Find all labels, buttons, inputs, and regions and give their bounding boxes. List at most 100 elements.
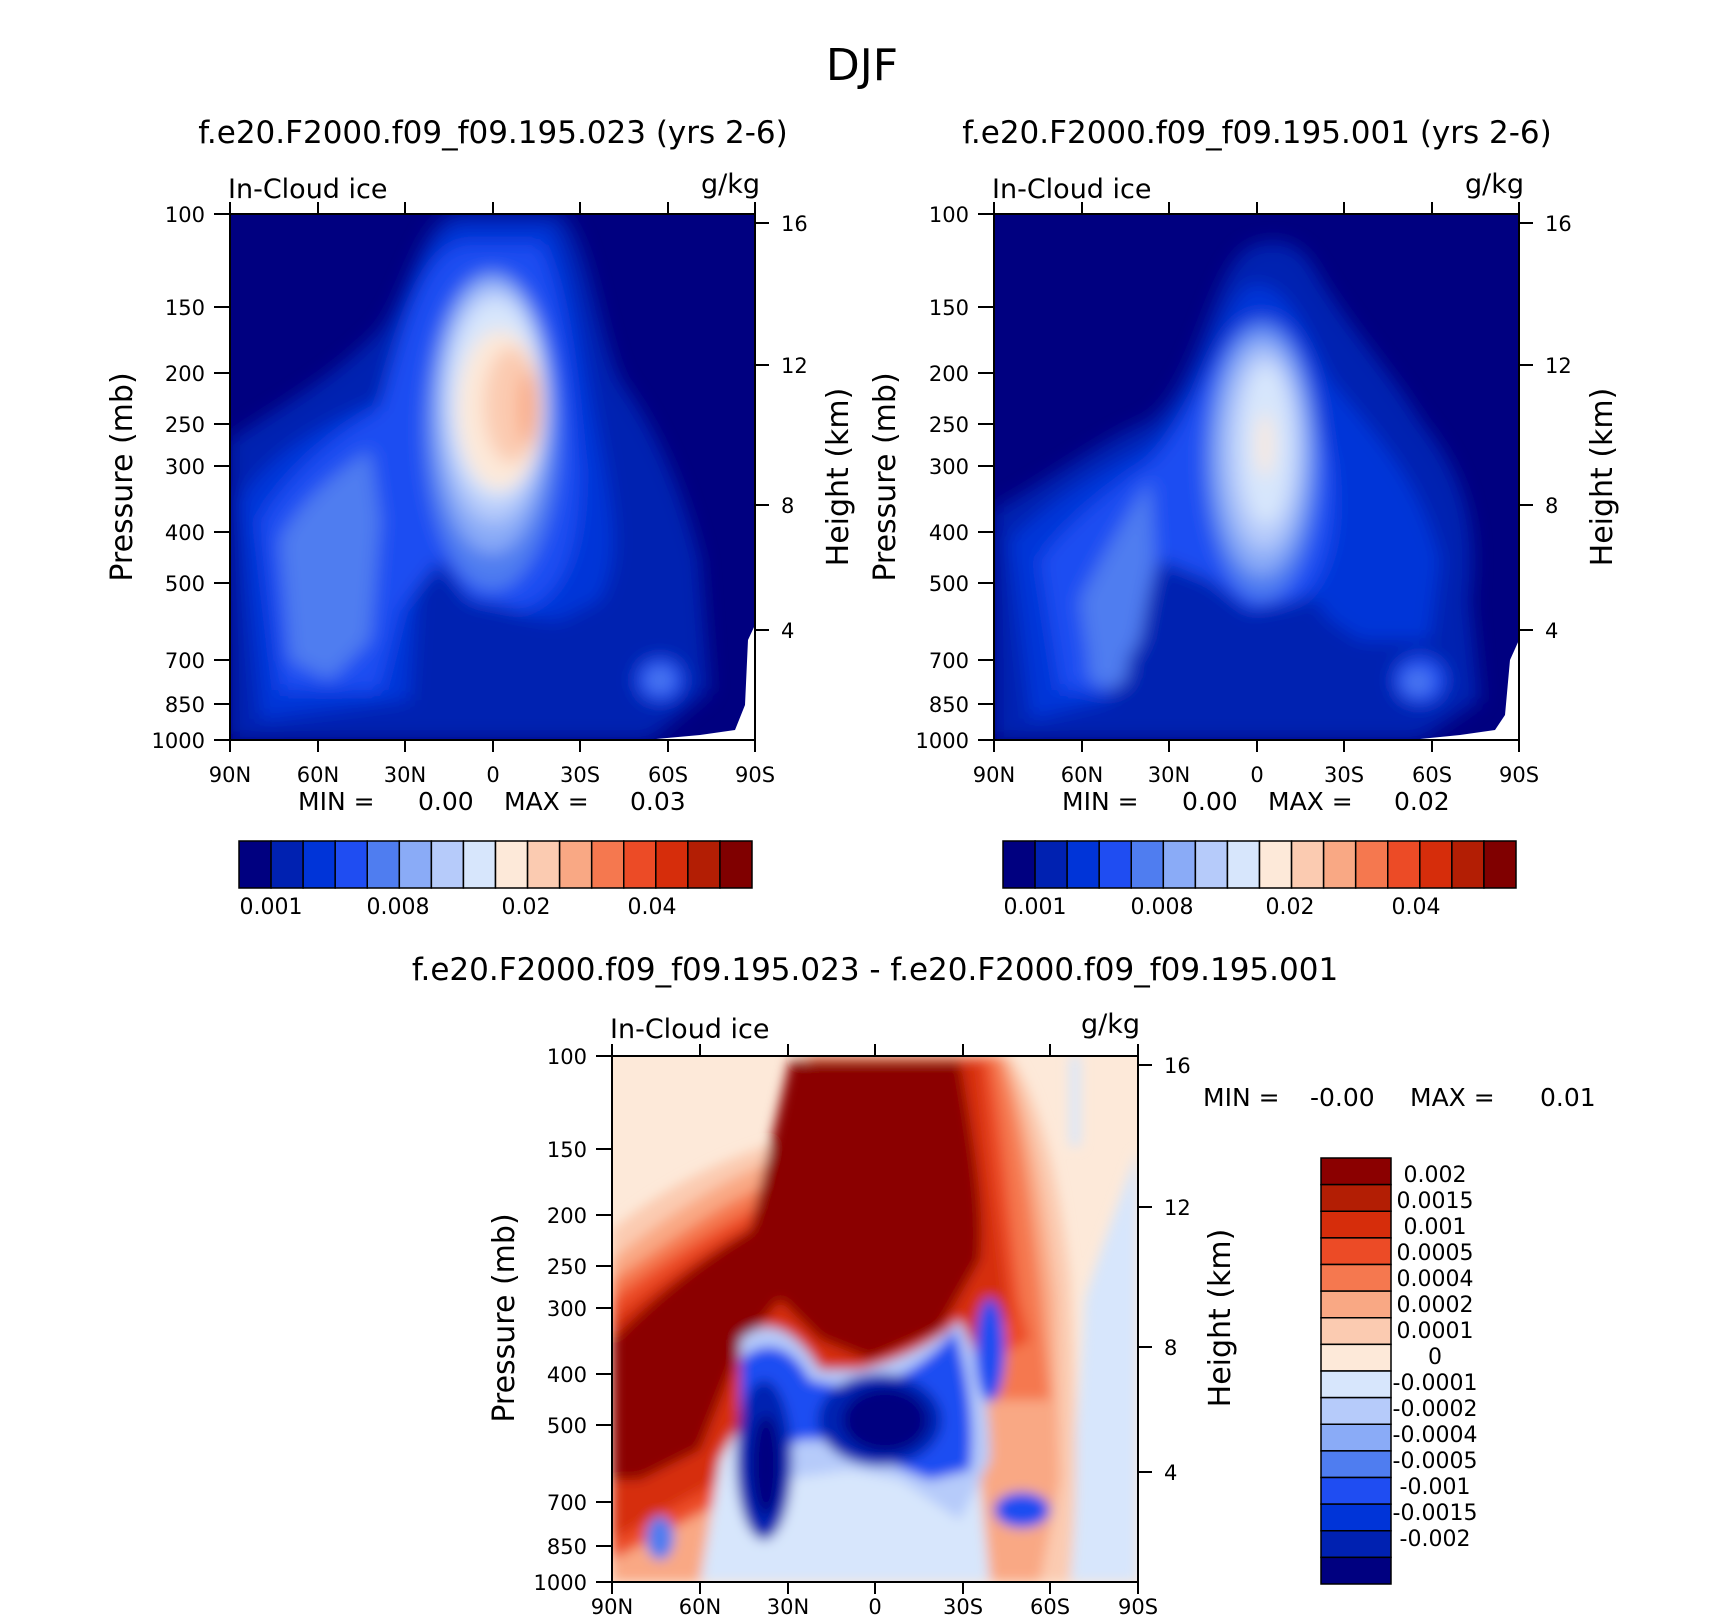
panel-3-colorbar-swatch: [1320, 1423, 1392, 1452]
panel-3-contour-band-13: [843, 1388, 927, 1452]
panel-2-colorbar-swatch: [1162, 840, 1197, 889]
panel-1-colorbar-swatch: [270, 840, 304, 889]
panel-2-max-value: 0.02: [1394, 787, 1450, 816]
panel-3-ytick-label: 100: [547, 1045, 587, 1069]
panel-1-colorbar-swatch: [302, 840, 336, 889]
panel-3-colorbar-label: -0.0002: [1393, 1397, 1478, 1422]
panel-2-ylabel-right: Height (km): [1585, 388, 1620, 567]
panel-1: f.e20.F2000.f09_f09.195.023 (yrs 2-6) In…: [105, 115, 856, 920]
panel-1-colorbar-swatch: [558, 840, 593, 889]
panel-1-ytick-label: 300: [165, 455, 205, 479]
panel-2-colorbar: 0.001 0.008 0.02 0.04: [1002, 840, 1517, 920]
panel-3-min-max: MIN = -0.00 MAX = 0.01: [1203, 1083, 1596, 1112]
panel-1-x-ticks: [229, 202, 756, 752]
panel-3-colorbar-label: 0.0005: [1397, 1241, 1474, 1266]
panel-3-contour-band-light-blue-east: [1060, 1150, 1138, 1582]
panel-2-height-tick-label: 4: [1545, 619, 1558, 643]
panel-1-height-tick-label: 16: [781, 212, 808, 236]
panel-3-contour-band-11: [752, 1415, 780, 1515]
panel-1-ytick-label: 700: [165, 649, 205, 673]
panel-2-colorbar-swatch: [1098, 840, 1132, 889]
panel-1-variable-label: In-Cloud ice: [228, 174, 387, 205]
panel-1-xtick-label: 0: [486, 763, 499, 787]
panel-3-right-tick-labels: 16 12 8 4: [1164, 1054, 1191, 1485]
panel-1-x-tick-labels: 90N 60N 30N 0 30S 60S 90S: [209, 763, 775, 787]
panel-3-contour-band-6: [612, 1060, 982, 1480]
panel-3-colorbar: 0.002 0.0015 0.001 0.0005 0.0004 0.0002 …: [1320, 1157, 1478, 1585]
panel-3-colorbar-label: -0.002: [1400, 1527, 1471, 1552]
panel-1-left-ticks: [214, 213, 230, 741]
panel-3-height-tick-label: 16: [1164, 1054, 1191, 1078]
panel-1-colorbar-swatch: [687, 840, 721, 889]
panel-1-xtick-label: 30S: [560, 763, 600, 787]
panel-2-units-label: g/kg: [1465, 169, 1524, 200]
panel-3-colorbar-swatch: [1320, 1263, 1392, 1292]
panel-3-max-label: MAX =: [1410, 1083, 1495, 1112]
panel-1-colorbar-swatch: [494, 840, 529, 889]
panel-3-xtick-label: 30S: [943, 1595, 983, 1616]
panel-3-title: f.e20.F2000.f09_f09.195.023 - f.e20.F200…: [412, 952, 1338, 988]
panel-2-missing-data: [1410, 640, 1519, 740]
panel-2-colorbar-swatch: [1354, 840, 1389, 889]
panel-2-colorbar-swatch: [1066, 840, 1100, 889]
panel-1-xtick-label: 90N: [209, 763, 251, 787]
panel-2-min-max: MIN = 0.00 MAX = 0.02: [1062, 787, 1450, 816]
panel-1-colorbar-swatch: [526, 840, 561, 889]
panel-3-left-ticks: [596, 1055, 612, 1583]
panel-3-y-tick-labels: 100 150 200 250 300 400 500 700 850 1000: [534, 1045, 587, 1595]
panel-3-contour-band-light-blue-strip: [1070, 1056, 1080, 1146]
panel-2-xtick-label: 60S: [1412, 763, 1452, 787]
panel-2-colorbar-swatch: [1034, 840, 1068, 889]
panel-1-units-label: g/kg: [701, 169, 760, 200]
panel-1-colorbar-swatch: [719, 840, 753, 889]
panel-2-ytick-label: 400: [929, 521, 969, 545]
panel-3-colorbar-swatch: [1320, 1183, 1392, 1212]
panel-3-colorbar-label: 0: [1428, 1345, 1442, 1370]
panel-3-variable-label: In-Cloud ice: [610, 1014, 769, 1045]
panel-1-colorbar-swatch: [590, 840, 625, 889]
panel-2-min-value: 0.00: [1182, 787, 1238, 816]
panel-1-ytick-label: 250: [165, 413, 205, 437]
panel-3-colorbar-label: -0.0005: [1393, 1449, 1478, 1474]
panel-3-colorbar-swatch: [1320, 1290, 1392, 1319]
panel-1-min-max: MIN = 0.00 MAX = 0.03: [298, 787, 686, 816]
panel-3-ylabel-right: Height (km): [1203, 1229, 1238, 1408]
panel-1-ytick-label: 200: [165, 362, 205, 386]
panel-1-max-value: 0.03: [630, 787, 686, 816]
panel-1-contour-band-11: [519, 370, 537, 446]
panel-2-ytick-label: 150: [929, 296, 969, 320]
panel-1-colorbar-label: 0.008: [367, 895, 430, 920]
panel-1-contour-band-13: [647, 668, 673, 692]
panel-2-height-tick-label: 8: [1545, 494, 1558, 518]
panel-1-xtick-label: 60S: [648, 763, 688, 787]
panel-1-colorbar-swatch: [238, 840, 272, 889]
panel-1-ytick-label: 400: [165, 521, 205, 545]
panel-2: f.e20.F2000.f09_f09.195.001 (yrs 2-6) In…: [868, 115, 1620, 920]
panel-1-height-tick-label: 4: [781, 619, 794, 643]
panel-2-colorbar-swatch: [1290, 840, 1325, 889]
panel-3-colorbar-label: -0.001: [1400, 1475, 1471, 1500]
panel-3-colorbar-label: 0.0001: [1397, 1319, 1474, 1344]
panel-2-colorbar-swatch: [1226, 840, 1261, 889]
panel-3-colorbar-swatch: [1320, 1503, 1392, 1532]
panel-3-colorbar-label: -0.0015: [1393, 1501, 1478, 1526]
panel-3-colorbar-label: 0.0002: [1397, 1293, 1474, 1318]
panel-2-contour-band-12: [1088, 652, 1128, 688]
panel-2-xtick-label: 30N: [1148, 763, 1190, 787]
panel-1-right-ticks: [755, 222, 769, 631]
panel-2-min-label: MIN =: [1062, 787, 1139, 816]
panel-2-colorbar-swatch: [1130, 840, 1165, 889]
panel-3-height-tick-label: 8: [1164, 1336, 1177, 1360]
panel-3-ytick-label: 300: [547, 1297, 587, 1321]
panel-1-height-tick-label: 8: [781, 494, 794, 518]
panel-2-variable-label: In-Cloud ice: [992, 174, 1151, 205]
panel-1-height-tick-label: 12: [781, 354, 808, 378]
panel-3-colorbar-swatch: [1320, 1370, 1392, 1399]
panel-2-colorbar-swatch: [1451, 840, 1485, 889]
panel-3-colorbar-swatch: [1320, 1237, 1392, 1266]
panel-2-y-tick-labels: 100 150 200 250 300 400 500 700 850 1000: [916, 203, 969, 753]
panel-3-xtick-label: 60S: [1030, 1595, 1070, 1616]
panel-2-ytick-label: 700: [929, 649, 969, 673]
panel-3-ytick-label: 150: [547, 1138, 587, 1162]
panel-3-colorbar-swatch: [1320, 1210, 1392, 1239]
